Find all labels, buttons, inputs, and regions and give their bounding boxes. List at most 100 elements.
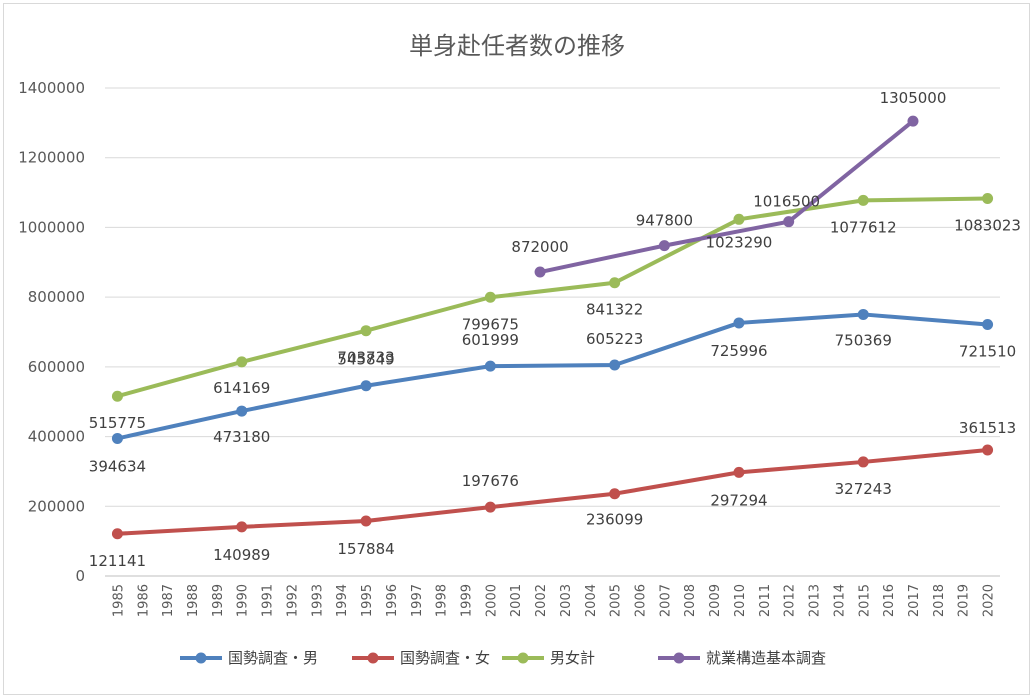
data-point <box>609 359 621 371</box>
x-tick-label: 2016 <box>882 584 897 617</box>
data-point <box>360 515 372 527</box>
legend-label: 男女計 <box>550 649 595 667</box>
x-tick-label: 2003 <box>559 584 574 617</box>
data-point <box>236 356 248 368</box>
x-tick-label: 1998 <box>435 584 450 617</box>
data-point <box>484 501 496 513</box>
data-label: 601999 <box>462 331 519 349</box>
x-tick-label: 2014 <box>832 584 847 617</box>
x-tick-label: 2010 <box>733 584 748 617</box>
legend: 国勢調査・男 国勢調査・女 男女計 就業構造基本調査 <box>180 649 826 667</box>
data-label: 721510 <box>959 343 1016 361</box>
data-point <box>658 240 670 252</box>
x-tick-label: 2004 <box>584 584 599 617</box>
x-tick-label: 2020 <box>982 584 997 617</box>
data-label: 394634 <box>89 457 146 475</box>
y-tick-label: 200000 <box>28 497 85 515</box>
data-point <box>111 528 123 540</box>
data-label: 327243 <box>835 480 892 498</box>
x-tick-label: 1996 <box>385 584 400 617</box>
data-point <box>857 308 869 320</box>
x-tick-label: 1994 <box>335 584 350 617</box>
x-tick-label: 2012 <box>783 584 798 617</box>
data-point <box>857 456 869 468</box>
x-axis-ticks: 1985 1986 1987 1988 1989 1990 1991 1992 1993 1994… <box>111 584 996 617</box>
x-tick-label: 2019 <box>957 584 972 617</box>
data-label: 157884 <box>337 540 394 558</box>
data-label: 614169 <box>213 379 270 397</box>
x-tick-label: 2009 <box>708 584 723 617</box>
y-tick-label: 0 <box>75 567 85 585</box>
data-point <box>111 432 123 444</box>
x-tick-label: 1991 <box>261 584 276 617</box>
data-label: 1077612 <box>830 218 897 236</box>
data-point <box>982 444 994 456</box>
x-tick-label: 2006 <box>634 584 649 617</box>
data-point <box>484 291 496 303</box>
series-line <box>116 196 988 399</box>
x-tick-label: 1985 <box>111 584 126 617</box>
data-point <box>733 213 745 225</box>
data-label: 297294 <box>710 491 767 509</box>
legend-marker <box>367 652 379 664</box>
x-tick-label: 2015 <box>857 584 872 617</box>
data-label: 1023290 <box>706 233 773 251</box>
data-label: 872000 <box>511 238 568 256</box>
x-tick-label: 1997 <box>410 584 425 617</box>
data-label: 1305000 <box>880 89 947 107</box>
x-tick-label: 2002 <box>534 584 549 617</box>
data-label: 545849 <box>337 351 394 369</box>
x-tick-label: 2007 <box>658 584 673 617</box>
x-tick-label: 2017 <box>907 584 922 617</box>
y-tick-label: 1000000 <box>18 218 85 236</box>
data-point <box>857 194 869 206</box>
data-point <box>111 390 123 402</box>
x-tick-label: 2011 <box>758 584 773 617</box>
legend-marker <box>673 652 685 664</box>
data-point <box>733 317 745 329</box>
y-axis-ticks: 0 200000 400000 600000 800000 1000000 1200000 1… <box>18 79 85 585</box>
data-point <box>733 466 745 478</box>
data-point <box>609 488 621 500</box>
legend-label: 国勢調査・男 <box>228 649 318 667</box>
legend-marker <box>195 652 207 664</box>
data-label: 947800 <box>636 212 693 230</box>
data-label: 1083023 <box>954 216 1021 234</box>
y-tick-label: 1200000 <box>18 149 85 167</box>
data-label: 605223 <box>586 330 643 348</box>
x-tick-label: 1999 <box>459 584 474 617</box>
data-label: 725996 <box>710 342 767 360</box>
x-tick-label: 2000 <box>484 584 499 617</box>
data-label: 236099 <box>586 511 643 529</box>
y-tick-label: 800000 <box>28 288 85 306</box>
data-point <box>982 192 994 204</box>
x-tick-label: 1992 <box>285 584 300 617</box>
legend-marker <box>517 652 529 664</box>
x-tick-label: 1988 <box>186 584 201 617</box>
data-label: 1016500 <box>753 193 820 211</box>
data-point <box>907 115 919 127</box>
data-point <box>783 216 795 228</box>
data-label: 121141 <box>89 552 146 570</box>
x-tick-label: 1993 <box>310 584 325 617</box>
data-label: 515775 <box>89 414 146 432</box>
series-lines <box>111 115 994 540</box>
chart-frame <box>3 3 1030 695</box>
data-labels: 394634 473180 545849 601999 605223 725996 7503… <box>89 89 1021 570</box>
x-tick-label: 1989 <box>211 584 226 617</box>
chart-title: 単身赴任者数の推移 <box>409 32 625 60</box>
data-point <box>236 405 248 417</box>
gridlines <box>105 87 1000 577</box>
legend-label: 就業構造基本調査 <box>706 649 826 667</box>
data-point <box>484 360 496 372</box>
series-line <box>539 119 915 275</box>
series-line <box>117 312 988 441</box>
data-label: 361513 <box>959 419 1016 437</box>
data-point <box>982 319 994 331</box>
data-point <box>534 266 546 278</box>
data-point <box>236 521 248 533</box>
legend-label: 国勢調査・女 <box>400 649 490 667</box>
x-tick-label: 1987 <box>161 584 176 617</box>
x-tick-label: 2008 <box>683 584 698 617</box>
